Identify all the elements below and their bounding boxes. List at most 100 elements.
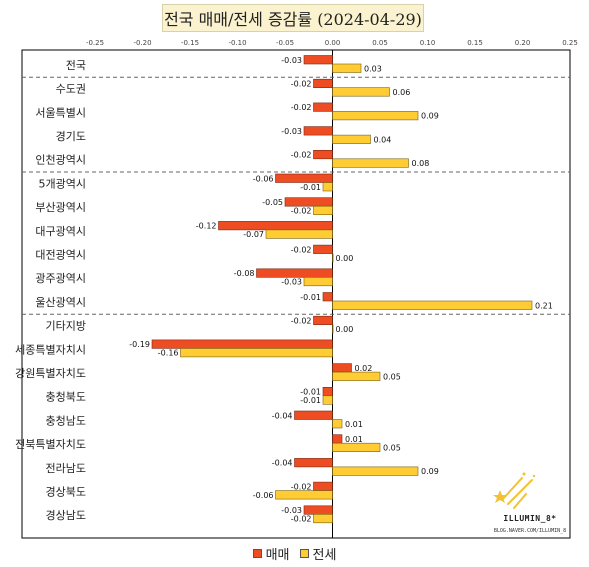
category-label: 광주광역시 [35, 272, 86, 285]
bar-rent [275, 490, 333, 500]
legend-label-rent: 전세 [312, 547, 337, 563]
data-label-sale: -0.01 [300, 388, 321, 397]
legend-item-rent: 전세 [299, 544, 337, 563]
category-label: 전북특별자치도 [15, 438, 86, 451]
x-tick-label: 0.10 [420, 39, 436, 47]
bar-rent [332, 158, 409, 168]
data-label-rent: 0.04 [374, 135, 392, 144]
bar-rent [332, 87, 390, 97]
data-label-sale: -0.05 [262, 198, 283, 207]
data-label-sale: -0.03 [281, 506, 302, 515]
data-label-rent: -0.03 [281, 278, 302, 287]
data-label-rent: 0.03 [364, 64, 382, 73]
bar-sale [303, 505, 333, 515]
category-label: 전국 [66, 59, 86, 72]
data-label-sale: -0.01 [300, 293, 321, 302]
data-label-rent: -0.01 [300, 396, 321, 405]
category-label: 인천광역시 [35, 153, 86, 167]
data-label-sale: -0.02 [291, 482, 312, 491]
bar-rent [322, 395, 333, 405]
data-label-sale: -0.04 [272, 459, 293, 468]
data-label-sale: -0.02 [291, 80, 312, 89]
data-label-sale: -0.03 [281, 56, 302, 65]
data-label-sale: -0.03 [281, 127, 302, 136]
category-label: 경상북도 [46, 485, 86, 498]
bar-sale [313, 102, 333, 112]
category-label: 서울특별시 [35, 106, 86, 119]
data-label-rent: -0.02 [291, 207, 312, 216]
data-label-rent: 0.09 [421, 467, 439, 476]
data-label-rent: 0.00 [336, 254, 354, 263]
category-label: 경기도 [56, 130, 86, 143]
data-label-rent: -0.06 [253, 491, 274, 500]
category-label: 강원특별자치도 [15, 367, 86, 380]
bar-sale [313, 315, 333, 326]
x-tick-label: 0.25 [562, 39, 578, 47]
category-label: 부산광역시 [35, 201, 86, 214]
bar-rent [332, 134, 371, 144]
bar-rent [332, 442, 381, 453]
legend-label-sale: 매매 [265, 547, 290, 563]
data-label-sale: -0.04 [272, 411, 293, 420]
bar-rent [303, 276, 333, 287]
bar-rent [332, 300, 533, 310]
bar-sale [313, 481, 333, 491]
bar-rent [332, 63, 362, 73]
category-label: 대구광역시 [35, 225, 86, 238]
category-label: 충청북도 [46, 391, 86, 404]
watermark-url: BLOG.NAVER.COM/ILLUMIN_8 [493, 528, 567, 534]
data-label-rent: -0.02 [291, 515, 312, 524]
category-label: 충청남도 [46, 414, 86, 427]
data-label-rent: -0.01 [300, 183, 321, 192]
data-label-rent: 0.05 [383, 372, 401, 381]
legend-item-sale: 매매 [252, 544, 290, 563]
x-tick-label: -0.15 [181, 39, 199, 47]
data-label-sale: -0.12 [196, 222, 217, 231]
legend: 매매 전세 [0, 544, 589, 563]
data-label-sale: -0.19 [129, 340, 150, 349]
data-label-sale: 0.01 [345, 435, 363, 444]
x-tick-label: -0.10 [228, 39, 246, 47]
category-label: 5개광역시 [39, 177, 86, 190]
plot-frame [21, 49, 571, 539]
data-label-sale: -0.02 [291, 245, 312, 254]
data-label-sale: -0.02 [291, 151, 312, 160]
bar-sale [313, 244, 333, 254]
legend-swatch-rent [299, 548, 309, 558]
bar-sale [332, 434, 343, 444]
x-tick-label: -0.05 [276, 39, 294, 47]
bar-rent [313, 205, 333, 215]
category-label: 기타지방 [46, 320, 86, 333]
data-label-sale: -0.02 [291, 103, 312, 112]
x-tick-label: 0.00 [325, 39, 341, 47]
x-tick-label: -0.20 [133, 39, 151, 47]
data-label-rent: -0.07 [243, 230, 264, 239]
bar-sale [218, 221, 333, 231]
data-label-rent: 0.01 [345, 420, 363, 429]
bar-sale [332, 363, 352, 373]
bar-sale [313, 150, 333, 160]
data-label-rent: 0.21 [535, 301, 553, 310]
shooting-stars-icon [493, 472, 536, 509]
data-label-rent: 0.09 [421, 112, 439, 121]
bar-rent [322, 182, 333, 192]
category-label: 대전광역시 [35, 248, 86, 261]
bar-sale [303, 126, 333, 136]
bar-rent [332, 371, 381, 381]
bar-sale [322, 386, 333, 397]
data-label-rent: 0.06 [393, 88, 411, 97]
bar-rent [313, 513, 333, 524]
category-label: 세종특별자치시 [15, 343, 86, 356]
watermark-name: ILLUMIN_8* [503, 514, 557, 523]
data-label-sale: -0.02 [291, 317, 312, 326]
bar-rent [332, 111, 419, 121]
bar-sale [294, 458, 333, 468]
bar-rent [332, 466, 419, 476]
bar-rent [332, 419, 343, 429]
x-tick-label: -0.25 [86, 39, 104, 47]
bar-sale [303, 55, 333, 65]
bar-sale [275, 173, 333, 183]
bar-sale [313, 78, 333, 88]
category-label: 울산광역시 [35, 296, 86, 309]
